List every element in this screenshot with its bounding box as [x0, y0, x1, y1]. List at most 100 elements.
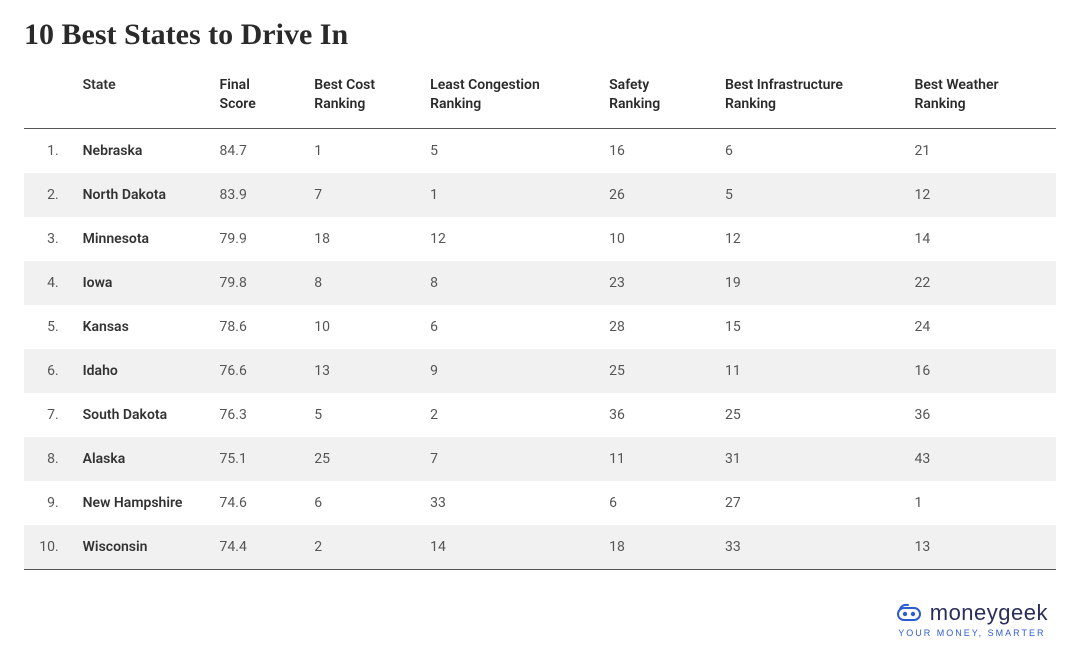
col-congestion: Least CongestionRanking	[424, 66, 603, 128]
table-row: 5.Kansas78.6106281524	[24, 305, 1056, 349]
table-body: 1.Nebraska84.715166212.North Dakota83.97…	[24, 128, 1056, 569]
table-row: 3.Minnesota79.91812101214	[24, 217, 1056, 261]
cell-congestion: 6	[424, 305, 603, 349]
cell-congestion: 9	[424, 349, 603, 393]
cell-state: New Hampshire	[77, 481, 214, 525]
table-row: 8.Alaska75.1257113143	[24, 437, 1056, 481]
table-row: 4.Iowa79.888231922	[24, 261, 1056, 305]
cell-safety: 28	[603, 305, 719, 349]
cell-score: 76.6	[214, 349, 309, 393]
cell-state: Kansas	[77, 305, 214, 349]
cell-state: Alaska	[77, 437, 214, 481]
cell-weather: 36	[909, 393, 1056, 437]
cell-safety: 26	[603, 173, 719, 217]
table-row: 2.North Dakota83.97126512	[24, 173, 1056, 217]
cell-safety: 10	[603, 217, 719, 261]
cell-infra: 6	[719, 128, 909, 173]
cell-rank: 7.	[24, 393, 77, 437]
cell-infra: 5	[719, 173, 909, 217]
cell-state: Iowa	[77, 261, 214, 305]
col-score: FinalScore	[214, 66, 309, 128]
col-weather: Best WeatherRanking	[909, 66, 1056, 128]
cell-weather: 21	[909, 128, 1056, 173]
cell-score: 76.3	[214, 393, 309, 437]
cell-safety: 23	[603, 261, 719, 305]
cell-congestion: 1	[424, 173, 603, 217]
cell-score: 79.8	[214, 261, 309, 305]
cell-safety: 16	[603, 128, 719, 173]
cell-rank: 3.	[24, 217, 77, 261]
cell-safety: 18	[603, 525, 719, 570]
col-safety: SafetyRanking	[603, 66, 719, 128]
cell-cost: 5	[308, 393, 424, 437]
cell-infra: 27	[719, 481, 909, 525]
cell-safety: 11	[603, 437, 719, 481]
cell-rank: 6.	[24, 349, 77, 393]
cell-rank: 4.	[24, 261, 77, 305]
cell-weather: 16	[909, 349, 1056, 393]
cell-weather: 43	[909, 437, 1056, 481]
cell-state: North Dakota	[77, 173, 214, 217]
cell-infra: 15	[719, 305, 909, 349]
cell-rank: 9.	[24, 481, 77, 525]
brand-tagline: YOUR MONEY, SMARTER	[896, 628, 1048, 638]
cell-score: 78.6	[214, 305, 309, 349]
table-row: 9.New Hampshire74.66336271	[24, 481, 1056, 525]
cell-cost: 6	[308, 481, 424, 525]
brand-footer: moneygeek YOUR MONEY, SMARTER	[896, 600, 1048, 638]
cell-infra: 33	[719, 525, 909, 570]
cell-cost: 1	[308, 128, 424, 173]
cell-rank: 2.	[24, 173, 77, 217]
cell-score: 84.7	[214, 128, 309, 173]
cell-congestion: 14	[424, 525, 603, 570]
cell-weather: 14	[909, 217, 1056, 261]
cell-infra: 12	[719, 217, 909, 261]
cell-congestion: 7	[424, 437, 603, 481]
cell-congestion: 8	[424, 261, 603, 305]
col-cost: Best CostRanking	[308, 66, 424, 128]
cell-rank: 5.	[24, 305, 77, 349]
table-row: 10.Wisconsin74.4214183313	[24, 525, 1056, 570]
brand-icon	[896, 602, 924, 624]
cell-weather: 24	[909, 305, 1056, 349]
cell-cost: 2	[308, 525, 424, 570]
cell-cost: 13	[308, 349, 424, 393]
cell-cost: 18	[308, 217, 424, 261]
table-row: 7.South Dakota76.352362536	[24, 393, 1056, 437]
cell-score: 83.9	[214, 173, 309, 217]
table-row: 6.Idaho76.6139251116	[24, 349, 1056, 393]
cell-state: Nebraska	[77, 128, 214, 173]
cell-weather: 12	[909, 173, 1056, 217]
cell-state: Wisconsin	[77, 525, 214, 570]
cell-weather: 13	[909, 525, 1056, 570]
cell-congestion: 2	[424, 393, 603, 437]
cell-infra: 31	[719, 437, 909, 481]
cell-congestion: 33	[424, 481, 603, 525]
col-state: State	[77, 66, 214, 128]
cell-infra: 25	[719, 393, 909, 437]
cell-congestion: 5	[424, 128, 603, 173]
cell-cost: 7	[308, 173, 424, 217]
cell-state: South Dakota	[77, 393, 214, 437]
cell-state: Idaho	[77, 349, 214, 393]
cell-cost: 25	[308, 437, 424, 481]
cell-score: 75.1	[214, 437, 309, 481]
states-table: State FinalScore Best CostRanking Least …	[24, 66, 1056, 570]
cell-weather: 22	[909, 261, 1056, 305]
cell-score: 74.6	[214, 481, 309, 525]
cell-safety: 6	[603, 481, 719, 525]
cell-weather: 1	[909, 481, 1056, 525]
page-title: 10 Best States to Drive In	[24, 18, 1056, 52]
cell-score: 74.4	[214, 525, 309, 570]
cell-safety: 36	[603, 393, 719, 437]
cell-safety: 25	[603, 349, 719, 393]
cell-infra: 19	[719, 261, 909, 305]
cell-cost: 10	[308, 305, 424, 349]
cell-infra: 11	[719, 349, 909, 393]
cell-congestion: 12	[424, 217, 603, 261]
cell-state: Minnesota	[77, 217, 214, 261]
table-row: 1.Nebraska84.71516621	[24, 128, 1056, 173]
cell-rank: 8.	[24, 437, 77, 481]
brand-name: moneygeek	[930, 600, 1048, 626]
col-infra: Best InfrastructureRanking	[719, 66, 909, 128]
